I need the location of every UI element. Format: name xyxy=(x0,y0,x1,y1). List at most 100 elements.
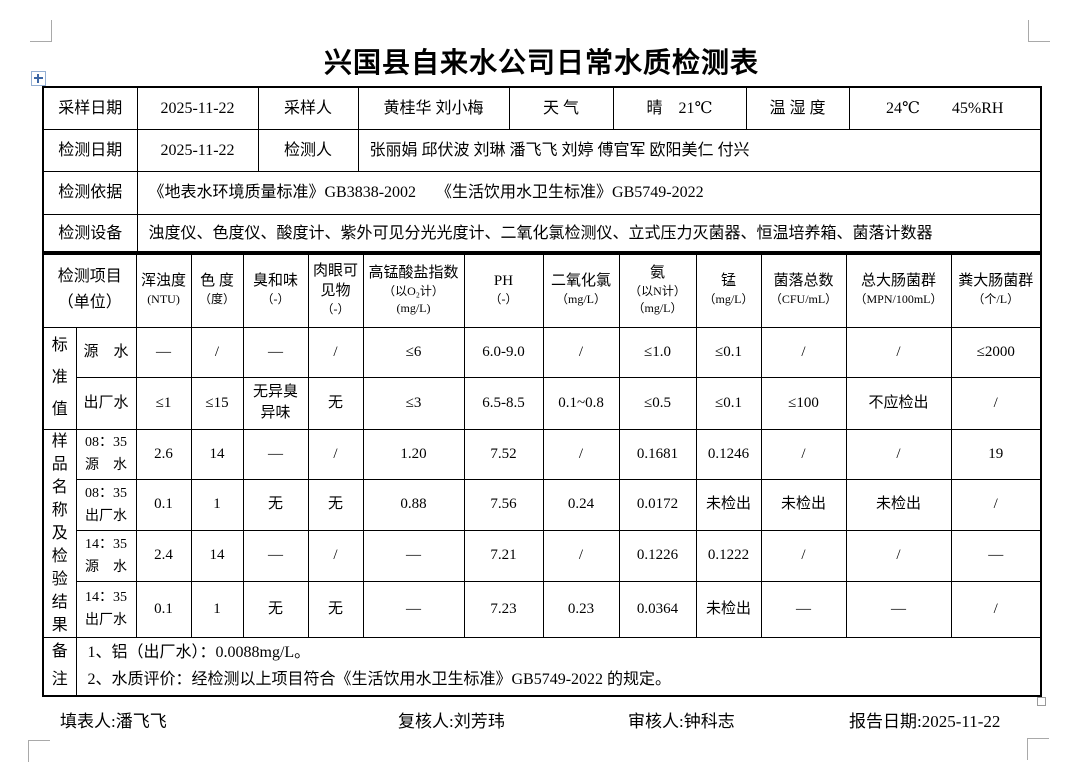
param-name: 二氧化氯 xyxy=(551,273,612,290)
sample-value-cell: 7.23 xyxy=(463,580,544,638)
param-name: 肉眼可 见物 xyxy=(313,263,359,300)
sample-value-cell: 2.4 xyxy=(135,529,192,582)
standard-value-cell: ≤0.5 xyxy=(618,376,697,430)
sample-value-cell: 无 xyxy=(307,580,364,638)
sample-value-cell: 1 xyxy=(190,478,244,531)
standard-value-cell: ≤1.0 xyxy=(618,326,697,378)
param-name: 菌落总数 xyxy=(773,273,834,290)
param-unit: （-） xyxy=(321,302,350,317)
param-header: 臭和味 （-） xyxy=(242,251,309,328)
standard-value-cell: ≤6 xyxy=(362,326,465,378)
standard-value-cell: / xyxy=(307,326,364,378)
sample-value-cell: / xyxy=(307,428,364,480)
equipment-label: 检测设备 xyxy=(42,213,138,255)
basis-value: 《地表水环境质量标准》GB3838-2002 《生活饮用水卫生标准》GB5749… xyxy=(136,170,1042,215)
weather-value: 晴 21℃ xyxy=(612,86,747,130)
sample-value-cell: 0.1246 xyxy=(695,428,762,480)
weather-label: 天 气 xyxy=(508,86,614,130)
sample-row: 08：35 出厂水 0.1 1 无无 0.88 7.56 0.24 0.0172 未检出 未检出未… xyxy=(43,478,1042,531)
sample-value-cell: — xyxy=(845,580,952,638)
param-unit: （mg/L） xyxy=(703,292,754,307)
sample-value-cell: 无 xyxy=(242,580,309,638)
samples-section-label: 样 品 名 称 及 检 验 结 果 xyxy=(42,428,77,638)
sample-value-cell: — xyxy=(242,428,309,480)
sample-value-cell: — xyxy=(362,580,465,638)
sample-value-cell: 19 xyxy=(950,428,1042,480)
sample-value-cell: 0.1 xyxy=(135,478,192,531)
sample-value-cell: 2.6 xyxy=(135,428,192,480)
sample-value-cell: 0.23 xyxy=(542,580,620,638)
sample-value-cell: 0.1681 xyxy=(618,428,697,480)
sample-row: 样 品 名 称 及 检 验 结 果 08：35 源 水 2.6 14—/1.20 7.5… xyxy=(42,428,1042,638)
tester-value: 张丽娟 邱伏波 刘琳 潘飞飞 刘婷 傅官军 欧阳美仁 付兴 xyxy=(357,128,1042,172)
remarks-content: 1、铝（出厂水）：0.0088mg/L。 2、水质评价：经检测以上项目符合《生活饮… xyxy=(75,636,1042,697)
param-name: 高锰酸盐指数 xyxy=(368,264,459,281)
sample-value-cell: 未检出 xyxy=(845,478,952,531)
param-unit: （以O₂计） (mg/L) xyxy=(383,283,444,315)
param-unit: （以N计） （mg/L） xyxy=(629,283,686,315)
info-row-sampling: 采样日期 2025-11-22 采样人 黄桂华 刘小梅 天 气 晴 21℃ 温 … xyxy=(42,86,1042,130)
sample-value-cell: 0.0364 xyxy=(618,580,697,638)
filled-by: 填表人:潘飞飞 xyxy=(60,712,167,731)
standard-row: 标 准 值源 水 — / — / ≤6 6.0-9.0/≤1.0 ≤0.1// ≤2000 xyxy=(42,326,1042,430)
sample-row: 14：35 出厂水 0.1 1 无无 —7.23 0.23 0.0364 未检出 — — / xyxy=(43,580,1042,638)
standard-value-cell: / xyxy=(760,326,847,378)
standard-value-cell: / xyxy=(542,326,620,378)
param-header: 肉眼可 见物 （-） xyxy=(307,251,364,328)
signature-line: 填表人:潘飞飞 复核人:刘芳玮 审核人:钟科志 报告日期:2025-11-22 xyxy=(0,707,1083,733)
sampling-date-label: 采样日期 xyxy=(42,86,138,130)
test-date-value: 2025-11-22 xyxy=(136,128,259,172)
standard-value-cell: ≤0.1 xyxy=(695,326,762,378)
standard-value-cell: 无 xyxy=(307,376,364,430)
crop-mark-bottom-left xyxy=(28,740,50,762)
sample-value-cell: / xyxy=(950,478,1042,531)
sample-time-label: 08：35 出厂水 xyxy=(75,478,137,531)
sample-value-cell: — xyxy=(242,529,309,582)
sample-value-cell: 1 xyxy=(190,580,244,638)
param-header: 锰 （mg/L） xyxy=(695,251,762,328)
sample-value-cell: 14 xyxy=(190,428,244,480)
sample-value-cell: / xyxy=(845,428,952,480)
standard-value-cell: 6.5-8.5 xyxy=(463,376,544,430)
remarks-line: 1、铝（出厂水）：0.0088mg/L。 xyxy=(87,644,311,662)
crop-mark-top-left xyxy=(30,20,52,42)
param-name: 粪大肠菌群 xyxy=(958,273,1034,290)
sample-value-cell: 0.1226 xyxy=(618,529,697,582)
param-corner-label: 检测项目 （单位） xyxy=(42,251,137,328)
standard-section-label: 标 准 值 xyxy=(42,326,77,430)
standard-value-cell: / xyxy=(950,376,1042,430)
standard-value-cell: ≤2000 xyxy=(950,326,1042,378)
move-icon xyxy=(37,74,39,83)
param-name: PH xyxy=(493,273,514,290)
param-name: 氨 xyxy=(650,264,666,281)
sample-value-cell: 未检出 xyxy=(695,580,762,638)
standard-row: 出厂水 ≤1 ≤15 无异臭 异味无 ≤3 6.5-8.5 0.1~0.8 ≤0.5 ≤0.1 ≤… xyxy=(43,376,1042,430)
sample-time-label: 14：35 源 水 xyxy=(75,529,137,582)
table-move-handle[interactable] xyxy=(31,71,46,86)
audited-by: 审核人:钟科志 xyxy=(628,712,735,731)
standard-value-cell: / xyxy=(845,326,952,378)
sample-value-cell: 0.1 xyxy=(135,580,192,638)
param-header: 粪大肠菌群 （个/L） xyxy=(950,251,1042,328)
param-unit: （MPN/100mL） xyxy=(854,292,943,307)
standard-value-cell: ≤0.1 xyxy=(695,376,762,430)
param-unit: （CFU/mL） xyxy=(769,292,838,307)
sample-value-cell: 0.24 xyxy=(542,478,620,531)
table-resize-handle[interactable] xyxy=(1037,697,1046,706)
param-header: PH （-） xyxy=(463,251,544,328)
standard-value-cell: 0.1~0.8 xyxy=(542,376,620,430)
sample-value-cell: 14 xyxy=(190,529,244,582)
crop-mark-top-right xyxy=(1028,20,1050,42)
param-name: 臭和味 xyxy=(253,273,299,290)
sample-value-cell: 0.1222 xyxy=(695,529,762,582)
equipment-value: 浊度仪、色度仪、酸度计、紫外可见分光光度计、二氧化氯检测仪、立式压力灭菌器、恒温… xyxy=(136,213,1042,255)
sample-time-label: 08：35 源 水 xyxy=(75,428,137,480)
sample-value-cell: 7.52 xyxy=(463,428,544,480)
info-row-basis: 检测依据 《地表水环境质量标准》GB3838-2002 《生活饮用水卫生标准》G… xyxy=(42,170,1042,215)
reviewed-by: 复核人:刘芳玮 xyxy=(398,712,505,731)
sampler-label: 采样人 xyxy=(257,86,359,130)
param-header: 菌落总数 （CFU/mL） xyxy=(760,251,847,328)
sample-value-cell: 7.56 xyxy=(463,478,544,531)
test-date-label: 检测日期 xyxy=(42,128,138,172)
sample-value-cell: / xyxy=(542,529,620,582)
